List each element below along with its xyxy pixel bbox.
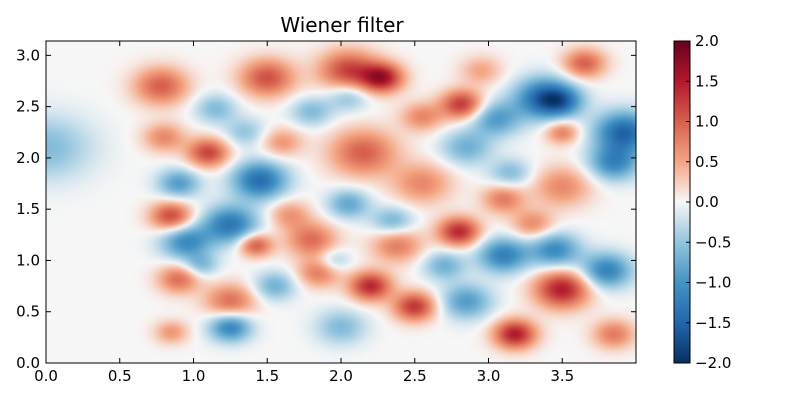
colorbar-tick-label: −1.5 <box>695 314 731 332</box>
y-axis: 0.0 0.5 1.0 1.5 2.0 2.5 3.0 <box>16 46 636 372</box>
y-tick-label: 1.5 <box>16 200 40 218</box>
x-tick-label: 3.0 <box>477 367 501 385</box>
colorbar-tick-label: −1.0 <box>695 274 731 292</box>
colorbar-tick-label: 0.0 <box>695 193 719 211</box>
heatmap-plot-area <box>45 40 637 364</box>
y-tick-label: 2.5 <box>16 98 40 116</box>
colorbar-tick-label: −2.0 <box>695 354 731 372</box>
x-tick-label: 2.0 <box>329 367 353 385</box>
y-tick-label: 1.0 <box>16 251 40 269</box>
x-axis: 0.0 0.5 1.0 1.5 2.0 2.5 3.0 3.5 <box>34 41 574 385</box>
y-tick-label: 3.0 <box>16 46 40 64</box>
colorbar-tick-label: 2.0 <box>695 32 719 50</box>
heatmap-image <box>46 41 636 363</box>
y-tick-label: 0.5 <box>16 303 40 321</box>
x-tick-label: 3.5 <box>550 367 574 385</box>
x-tick-label: 1.5 <box>255 367 279 385</box>
colorbar-ticks: 2.0 1.5 1.0 0.5 0.0 −0.5 −1.0 −1.5 −2.0 <box>686 32 731 372</box>
colorbar: 2.0 1.5 1.0 0.5 0.0 −0.5 −1.0 −1.5 −2.0 <box>673 32 731 372</box>
colorbar-tick-label: 1.0 <box>695 113 719 131</box>
chart-title: Wiener filter <box>280 13 404 37</box>
x-tick-label: 0.0 <box>34 367 58 385</box>
y-tick-label: 2.0 <box>16 149 40 167</box>
x-tick-label: 1.0 <box>182 367 206 385</box>
colorbar-tick-label: 0.5 <box>695 153 719 171</box>
x-tick-label: 2.5 <box>403 367 427 385</box>
x-tick-label: 0.5 <box>108 367 132 385</box>
colorbar-tick-label: 1.5 <box>695 72 719 90</box>
colorbar-tick-label: −0.5 <box>695 233 731 251</box>
y-tick-label: 0.0 <box>16 354 40 372</box>
